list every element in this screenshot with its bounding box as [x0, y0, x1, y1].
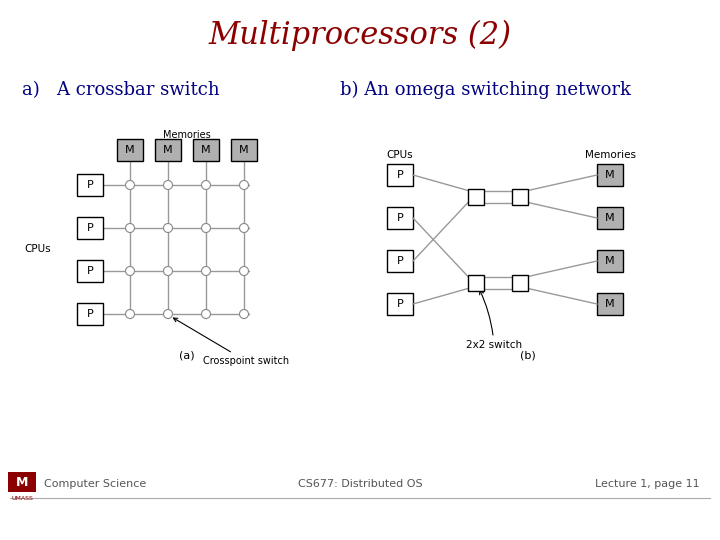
- Bar: [77, 260, 103, 282]
- Circle shape: [125, 224, 135, 233]
- Bar: [597, 293, 623, 315]
- Circle shape: [240, 267, 248, 275]
- Bar: [387, 293, 413, 315]
- Text: M: M: [201, 145, 211, 155]
- Text: P: P: [86, 223, 94, 233]
- Bar: [387, 164, 413, 186]
- Circle shape: [202, 180, 210, 190]
- Text: M: M: [239, 145, 249, 155]
- Bar: [77, 303, 103, 325]
- Bar: [155, 139, 181, 161]
- Circle shape: [240, 224, 248, 233]
- Circle shape: [163, 267, 173, 275]
- Bar: [597, 250, 623, 272]
- Circle shape: [240, 309, 248, 319]
- Text: Computer Science: Computer Science: [44, 479, 146, 489]
- Text: P: P: [397, 170, 403, 180]
- Text: M: M: [606, 213, 615, 223]
- Text: UMASS: UMASS: [11, 496, 33, 501]
- Bar: [77, 217, 103, 239]
- Text: P: P: [397, 299, 403, 309]
- Text: (a): (a): [179, 350, 195, 360]
- Bar: [468, 188, 484, 205]
- Circle shape: [202, 309, 210, 319]
- Bar: [468, 274, 484, 291]
- Circle shape: [240, 180, 248, 190]
- Text: P: P: [86, 266, 94, 276]
- Bar: [512, 188, 528, 205]
- Text: Crosspoint switch: Crosspoint switch: [174, 318, 289, 366]
- Text: P: P: [86, 309, 94, 319]
- Text: (b): (b): [520, 350, 536, 360]
- Text: Memories: Memories: [585, 150, 636, 160]
- Circle shape: [163, 224, 173, 233]
- Bar: [193, 139, 219, 161]
- Bar: [231, 139, 257, 161]
- Circle shape: [125, 267, 135, 275]
- Circle shape: [202, 224, 210, 233]
- Text: M: M: [606, 256, 615, 266]
- Text: P: P: [86, 180, 94, 190]
- Text: M: M: [16, 476, 28, 489]
- Text: P: P: [397, 256, 403, 266]
- Bar: [387, 207, 413, 229]
- Text: b) An omega switching network: b) An omega switching network: [340, 81, 631, 99]
- Circle shape: [163, 309, 173, 319]
- Bar: [77, 174, 103, 196]
- Bar: [512, 274, 528, 291]
- Bar: [597, 164, 623, 186]
- Circle shape: [163, 180, 173, 190]
- Text: M: M: [125, 145, 135, 155]
- Text: a)   A crossbar switch: a) A crossbar switch: [22, 81, 220, 99]
- Text: 2x2 switch: 2x2 switch: [466, 290, 522, 350]
- Text: M: M: [163, 145, 173, 155]
- Bar: [597, 207, 623, 229]
- Text: CPUs: CPUs: [387, 150, 413, 160]
- Text: M: M: [606, 299, 615, 309]
- Text: P: P: [397, 213, 403, 223]
- Text: CPUs: CPUs: [24, 245, 51, 254]
- Bar: [387, 250, 413, 272]
- Text: M: M: [606, 170, 615, 180]
- Bar: [8, 472, 36, 492]
- Circle shape: [125, 309, 135, 319]
- Text: Memories: Memories: [163, 130, 211, 140]
- Text: Multiprocessors (2): Multiprocessors (2): [209, 19, 511, 51]
- Text: CS677: Distributed OS: CS677: Distributed OS: [297, 479, 423, 489]
- Circle shape: [202, 267, 210, 275]
- Circle shape: [125, 180, 135, 190]
- Bar: [117, 139, 143, 161]
- Text: Lecture 1, page 11: Lecture 1, page 11: [595, 479, 700, 489]
